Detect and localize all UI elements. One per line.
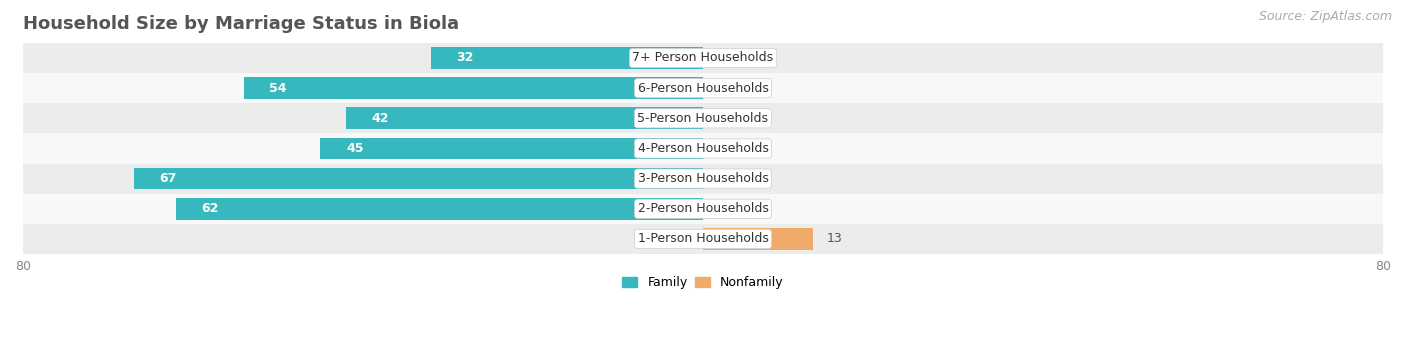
Text: Source: ZipAtlas.com: Source: ZipAtlas.com [1258, 10, 1392, 23]
Text: 0: 0 [720, 142, 728, 155]
Text: 32: 32 [457, 51, 474, 64]
Text: 67: 67 [159, 172, 176, 185]
Bar [176, 198, 703, 220]
Text: 45: 45 [346, 142, 364, 155]
Text: 13: 13 [827, 233, 842, 246]
Text: 6-Person Households: 6-Person Households [637, 81, 769, 95]
Bar [703, 228, 814, 250]
Text: 54: 54 [270, 81, 287, 95]
Bar [22, 43, 1384, 73]
Text: 0: 0 [720, 112, 728, 125]
Legend: Family, Nonfamily: Family, Nonfamily [617, 271, 789, 294]
Text: 2-Person Households: 2-Person Households [637, 202, 769, 215]
Bar [134, 168, 703, 190]
Bar [22, 73, 1384, 103]
Text: 0: 0 [720, 51, 728, 64]
Bar [22, 164, 1384, 194]
Text: 7+ Person Households: 7+ Person Households [633, 51, 773, 64]
Bar [321, 138, 703, 159]
Text: 4-Person Households: 4-Person Households [637, 142, 769, 155]
Bar [432, 47, 703, 69]
Text: 3-Person Households: 3-Person Households [637, 172, 769, 185]
Text: 0: 0 [720, 172, 728, 185]
Bar [22, 224, 1384, 254]
Bar [22, 133, 1384, 164]
Text: 42: 42 [371, 112, 389, 125]
Bar [346, 107, 703, 129]
Text: 1-Person Households: 1-Person Households [637, 233, 769, 246]
Text: 0: 0 [720, 81, 728, 95]
Text: Household Size by Marriage Status in Biola: Household Size by Marriage Status in Bio… [22, 15, 460, 33]
Text: 0: 0 [720, 202, 728, 215]
Text: 5-Person Households: 5-Person Households [637, 112, 769, 125]
Bar [22, 103, 1384, 133]
Text: 62: 62 [201, 202, 219, 215]
Bar [245, 77, 703, 99]
Bar [22, 194, 1384, 224]
